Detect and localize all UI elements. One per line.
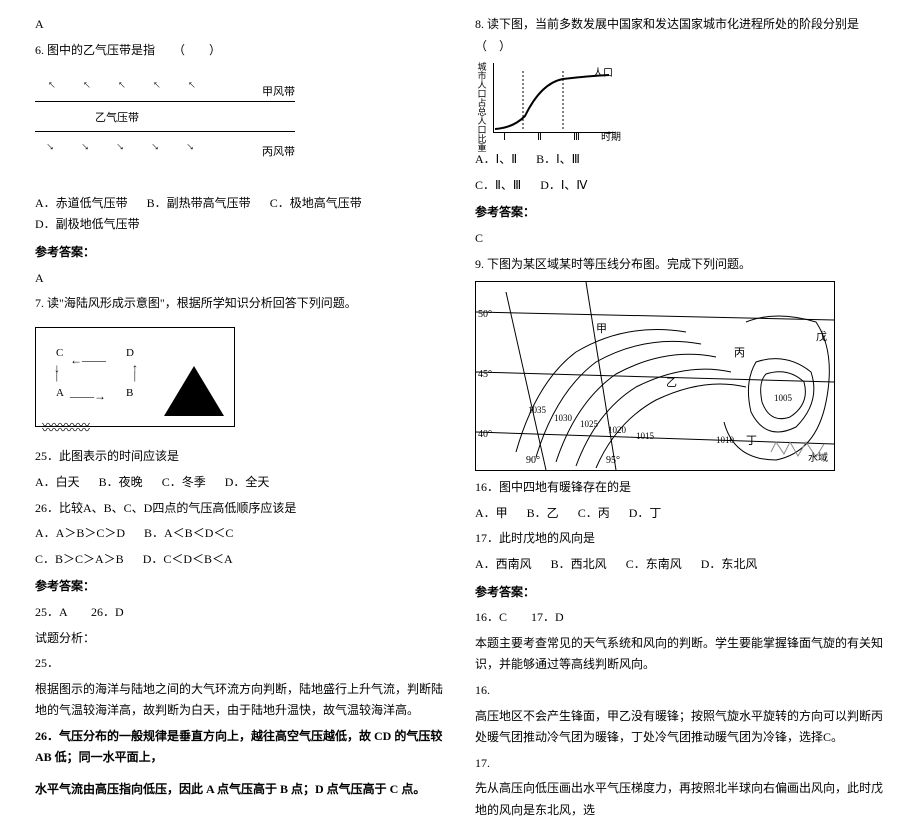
pop-label: 人口: [593, 65, 613, 83]
q8-stem: 8. 读下图，当前多数发展中国家和发达国家城市化进程所处的阶段分别是（ ）: [475, 14, 885, 57]
q7-ak-label: 参考答案：: [35, 576, 445, 598]
q9-exp17hdr: 17.: [475, 753, 885, 775]
q8-ak: C: [475, 228, 885, 250]
q25-opt-a: A．白天: [35, 472, 80, 494]
q16-opt-c: C．丙: [578, 503, 610, 525]
q26-stem: 26．比较A、B、C、D四点的气压高低顺序应该是: [35, 498, 445, 520]
q7-ak: 25．A 26．D: [35, 602, 445, 624]
bot-belt-label: 丙风带: [262, 143, 295, 163]
top-belt-label: 甲风带: [262, 83, 295, 103]
q17-opt-a: A．西南风: [475, 554, 532, 576]
q16-opt-d: D．丁: [629, 503, 662, 525]
q7-exp25hdr: 25．: [35, 653, 445, 675]
q8-ak-label: 参考答案：: [475, 202, 885, 224]
q6-stem: 6. 图中的乙气压带是指 （ ）: [35, 40, 445, 62]
q7-stem: 7. 读"海陆风形成示意图"，根据所学知识分析回答下列问题。: [35, 293, 445, 315]
q25-opt-c: C．冬季: [162, 472, 206, 494]
q16-opt-a: A．甲: [475, 503, 508, 525]
q26-options-row1: A．A＞B＞C＞D B．A＜B＜D＜C: [35, 523, 445, 545]
sl-a: A: [56, 384, 64, 404]
q16-opt-b: B．乙: [527, 503, 559, 525]
q8-options-row1: A．Ⅰ、Ⅱ B．Ⅰ、Ⅲ: [475, 149, 885, 171]
q7-exp26: 26．气压分布的一般规律是垂直方向上，越往高空气压越低，故 CD 的气压较 AB…: [35, 726, 445, 769]
mid-belt-label: 乙气压带: [95, 109, 139, 129]
q17-stem: 17．此时戊地的风向是: [475, 528, 885, 550]
sl-b: B: [126, 384, 133, 404]
q25-stem: 25．此图表示的时间应该是: [35, 446, 445, 468]
q16-options: A．甲 B．乙 C．丙 D．丁: [475, 503, 885, 525]
q17-opt-c: C．东南风: [626, 554, 682, 576]
q17-opt-d: D．东北风: [701, 554, 758, 576]
q26-opt-a: A．A＞B＞C＞D: [35, 523, 125, 545]
urban-chart-figure: 城市人口占总人口比重 人口 Ⅰ Ⅱ Ⅲ 时期: [475, 63, 615, 143]
q6-ak-label: 参考答案：: [35, 242, 445, 264]
isobar-map-figure: 50° 45° 40° 90° 95° 1035 1030 1025 1020 …: [475, 281, 835, 471]
q9-exp1: 本题主要考查常见的天气系统和风向的判断。学生要能掌握锋面气旋的有关知识，并能够通…: [475, 633, 885, 676]
q17-options: A．西南风 B．西北风 C．东南风 D．东北风: [475, 554, 885, 576]
q25-options: A．白天 B．夜晚 C．冬季 D．全天: [35, 472, 445, 494]
sea-land-figure: C D A B ←—— ——→ ↓ │ ↑ │ 〰〰〰〰 〰〰〰〰: [35, 327, 235, 427]
answer-a-top: A: [35, 14, 445, 36]
q26-opt-c: C．B＞C＞A＞B: [35, 549, 124, 571]
q26-opt-b: B．A＜B＜D＜C: [144, 523, 233, 545]
q9-exp16hdr: 16.: [475, 680, 885, 702]
q25-opt-b: B．夜晚: [99, 472, 143, 494]
q9-stem: 9. 下图为某区域某时等压线分布图。完成下列问题。: [475, 254, 885, 276]
q6-options: A．赤道低气压带 B．副热带高气压带 C．极地高气压带 D．副极地低气压带: [35, 193, 445, 236]
q9-ak-label: 参考答案：: [475, 582, 885, 604]
q6-opt-a: A．赤道低气压带: [35, 193, 128, 215]
q6-ak: A: [35, 268, 445, 290]
q26-options-row2: C．B＞C＞A＞B D．C＜D＜B＜A: [35, 549, 445, 571]
right-column: 8. 读下图，当前多数发展中国家和发达国家城市化进程所处的阶段分别是（ ） 城市…: [460, 10, 900, 641]
q17-opt-b: B．西北风: [551, 554, 607, 576]
q8-options-row2: C．Ⅱ、Ⅲ D．Ⅰ、Ⅳ: [475, 175, 885, 197]
q25-opt-d: D．全天: [225, 472, 270, 494]
q9-ak: 16．C 17．D: [475, 607, 885, 629]
q7-exp26b: 水平气流由高压指向低压，因此 A 点气压高于 B 点；D 点气压高于 C 点。: [35, 779, 445, 801]
q8-opt-d: D．Ⅰ、Ⅳ: [540, 175, 587, 197]
q9-exp16: 高压地区不会产生锋面，甲乙没有暖锋；按照气旋水平旋转的方向可以判断丙处暖气团推动…: [475, 706, 885, 749]
q8-opt-b: B．Ⅰ、Ⅲ: [536, 149, 580, 171]
q7-exp25: 根据图示的海洋与陆地之间的大气环流方向判断，陆地盛行上升气流，判断陆地的气温较海…: [35, 679, 445, 722]
q6-opt-d: D．副极地低气压带: [35, 214, 140, 236]
q26-opt-d: D．C＜D＜B＜A: [143, 549, 233, 571]
q6-opt-c: C．极地高气压带: [270, 193, 362, 215]
q8-opt-c: C．Ⅱ、Ⅲ: [475, 175, 521, 197]
q16-stem: 16．图中四地有暖锋存在的是: [475, 477, 885, 499]
left-column: A 6. 图中的乙气压带是指 （ ） → → → → → 甲风带 乙气压带 → …: [20, 10, 460, 641]
q6-opt-b: B．副热带高气压带: [147, 193, 251, 215]
q9-exp17: 先从高压向低压画出水平气压梯度力，再按照北半球向右偏画出风向，此时戊地的风向是东…: [475, 778, 885, 821]
wind-belt-figure: → → → → → 甲风带 乙气压带 → → → → → 丙风带: [35, 73, 295, 173]
q7-exp-label: 试题分析：: [35, 628, 445, 650]
